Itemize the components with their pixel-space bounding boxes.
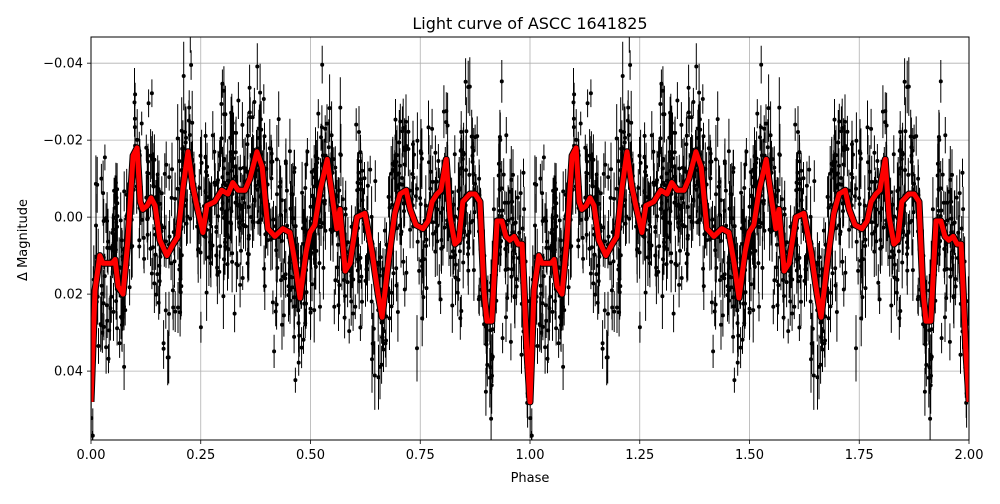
x-tick-label: 2.00 xyxy=(955,448,984,463)
y-tick-label: 0.04 xyxy=(54,365,83,380)
x-tick-label: 0.00 xyxy=(77,448,106,463)
chart-title: Light curve of ASCC 1641825 xyxy=(412,14,647,33)
model-curve-line xyxy=(91,145,969,405)
x-tick-label: 0.50 xyxy=(296,448,325,463)
y-tick-label: −0.02 xyxy=(43,134,83,149)
x-axis-label: Phase xyxy=(511,471,550,486)
x-tick-label: 1.50 xyxy=(735,448,764,463)
y-tick-label: −0.04 xyxy=(43,57,83,72)
x-tick-label: 0.25 xyxy=(186,448,215,463)
y-axis-ticks: −0.04 −0.02 0.00 0.02 0.04 xyxy=(43,57,91,380)
y-tick-label: 0.00 xyxy=(54,211,83,226)
x-axis-ticks: 0.00 0.25 0.50 0.75 1.00 1.25 1.50 1.75 2.00 xyxy=(77,440,984,463)
x-tick-label: 1.25 xyxy=(625,448,654,463)
x-tick-label: 0.75 xyxy=(406,448,435,463)
x-tick-label: 1.75 xyxy=(845,448,874,463)
model-curve xyxy=(91,144,969,406)
y-axis-label: Δ Magnitude xyxy=(16,199,31,281)
y-tick-label: 0.02 xyxy=(54,288,83,303)
x-tick-label: 1.00 xyxy=(516,448,545,463)
